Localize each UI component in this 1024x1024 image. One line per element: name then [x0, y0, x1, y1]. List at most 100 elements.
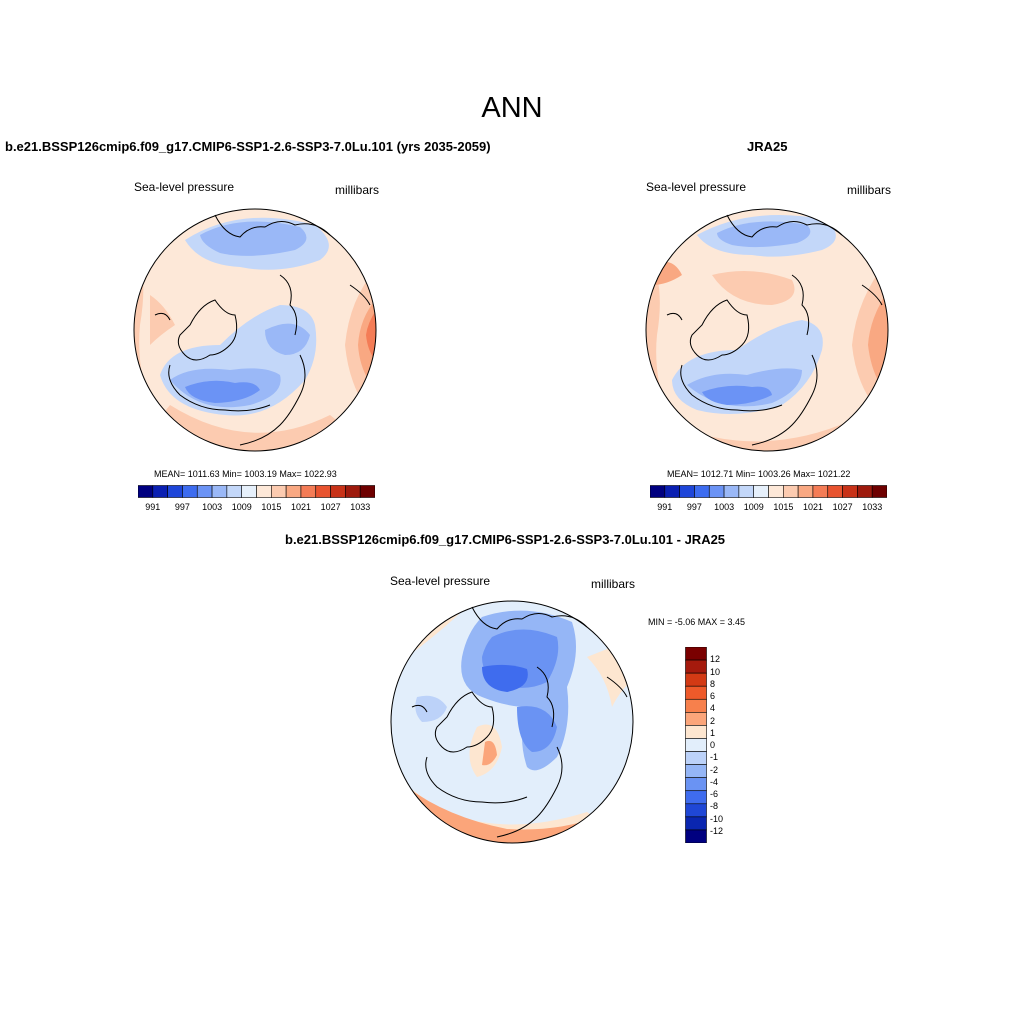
- colorbar-swatch: [211, 485, 228, 498]
- colorbar-tick-label: 6: [710, 691, 716, 701]
- colorbar-swatch: [685, 685, 707, 700]
- colorbar-swatch: [345, 485, 361, 498]
- colorbar-swatch: [679, 485, 695, 498]
- panel-3-units-label: millibars: [591, 577, 636, 591]
- panel-2-units-label: millibars: [847, 183, 892, 197]
- colorbar-tick-label: -12: [710, 825, 724, 836]
- panel-3-colorbar-ticks: 12 10 8 6 4 2 1 0 -1 -2 -4 -6 -8 -10 -12: [710, 647, 740, 843]
- colorbar-tick-label: 4: [710, 703, 716, 714]
- colorbar-tick-label: 2: [710, 715, 716, 726]
- colorbar-swatch: [685, 725, 707, 739]
- panel-2-variable-label: Sea-level pressure: [646, 180, 747, 194]
- colorbar-swatch: [138, 485, 154, 498]
- colorbar-tick-label: 1009: [743, 502, 764, 512]
- panel-1-polar-map: [133, 208, 377, 452]
- colorbar-tick-label: 1003: [714, 502, 735, 512]
- colorbar-swatch: [871, 485, 887, 498]
- colorbar-swatch: [685, 790, 707, 805]
- colorbar-swatch: [650, 485, 666, 498]
- colorbar-swatch: [685, 764, 707, 778]
- colorbar-swatch: [708, 485, 725, 498]
- colorbar-tick-label: 1033: [350, 502, 371, 512]
- panel-1-colorbar: [138, 485, 375, 498]
- colorbar-swatch: [330, 485, 346, 498]
- colorbar-tick-label: 1009: [231, 502, 252, 512]
- colorbar-swatch: [685, 672, 707, 687]
- colorbar-swatch: [738, 485, 754, 498]
- colorbar-swatch: [182, 485, 198, 498]
- colorbar-tick-label: 1027: [832, 502, 853, 512]
- colorbar-swatch: [685, 751, 707, 765]
- colorbar-tick-label: 1027: [320, 502, 341, 512]
- colorbar-swatch: [685, 712, 707, 726]
- colorbar-swatch: [226, 485, 242, 498]
- colorbar-tick-label: 997: [174, 502, 190, 512]
- colorbar-tick-label: -8: [710, 801, 719, 812]
- colorbar-tick-label: 12: [710, 654, 721, 665]
- panel-2-colorbar: [650, 485, 887, 498]
- panel-3-colorbar: [685, 647, 707, 843]
- panel-3-polar-map: [390, 600, 634, 844]
- colorbar-swatch: [842, 485, 858, 498]
- colorbar-swatch: [797, 485, 814, 498]
- colorbar-swatch: [685, 659, 707, 674]
- colorbar-tick-label: 1015: [261, 502, 282, 512]
- colorbar-tick-label: 997: [686, 502, 702, 512]
- panel-1-title: b.e21.BSSP126cmip6.f09_g17.CMIP6-SSP1-2.…: [5, 139, 491, 154]
- panel-1-stats: MEAN= 1011.63 Min= 1003.19 Max= 1022.93: [154, 469, 337, 479]
- panel-1-units-label: millibars: [335, 183, 380, 197]
- colorbar-swatch: [685, 777, 707, 792]
- colorbar-tick-label: -10: [710, 813, 724, 824]
- panel-2-stats: MEAN= 1012.71 Min= 1003.26 Max= 1021.22: [667, 469, 851, 479]
- panel-1-colorbar-ticks: 991 997 1003 1009 1015 1021 1027 1033: [138, 502, 375, 514]
- colorbar-swatch: [241, 485, 257, 498]
- colorbar-swatch: [285, 485, 302, 498]
- colorbar-swatch: [300, 485, 317, 498]
- panel-3-title: b.e21.BSSP126cmip6.f09_g17.CMIP6-SSP1-2.…: [285, 532, 726, 547]
- colorbar-swatch: [685, 647, 707, 661]
- colorbar-swatch: [685, 829, 707, 843]
- colorbar-swatch: [256, 485, 272, 498]
- panel-3-stats: MIN = -5.06 MAX = 3.45: [648, 617, 746, 627]
- colorbar-swatch: [812, 485, 829, 498]
- colorbar-tick-label: 1021: [802, 502, 823, 512]
- colorbar-swatch: [827, 485, 843, 498]
- colorbar-swatch: [694, 485, 710, 498]
- colorbar-tick-label: 0: [710, 740, 716, 750]
- panel-2-title: JRA25: [747, 139, 788, 154]
- colorbar-tick-label: -1: [710, 752, 719, 763]
- colorbar-tick-label: 991: [145, 502, 161, 512]
- colorbar-swatch: [685, 698, 707, 713]
- colorbar-tick-label: 10: [710, 666, 721, 677]
- colorbar-swatch: [152, 485, 168, 498]
- colorbar-swatch: [783, 485, 799, 498]
- colorbar-tick-label: -6: [710, 789, 719, 799]
- colorbar-swatch: [723, 485, 740, 498]
- panel-3-variable-label: Sea-level pressure: [390, 574, 491, 588]
- colorbar-swatch: [315, 485, 331, 498]
- colorbar-swatch: [685, 816, 707, 831]
- colorbar-tick-label: -4: [710, 776, 719, 787]
- panel-2-polar-map: [645, 208, 889, 452]
- colorbar-swatch: [753, 485, 769, 498]
- colorbar-tick-label: 8: [710, 678, 716, 689]
- colorbar-tick-label: 1033: [862, 502, 883, 512]
- colorbar-tick-label: 1015: [773, 502, 794, 512]
- colorbar-tick-label: 1: [710, 727, 716, 738]
- colorbar-tick-label: 1003: [202, 502, 223, 512]
- panel-1-variable-label: Sea-level pressure: [134, 180, 235, 194]
- colorbar-swatch: [167, 485, 183, 498]
- colorbar-swatch: [685, 738, 707, 752]
- colorbar-swatch: [359, 485, 375, 498]
- colorbar-swatch: [196, 485, 213, 498]
- figure-title: ANN: [481, 92, 543, 124]
- colorbar-tick-label: 1021: [290, 502, 311, 512]
- panel-2-colorbar-ticks: 991 997 1003 1009 1015 1021 1027 1033: [650, 502, 887, 514]
- colorbar-swatch: [768, 485, 784, 498]
- colorbar-swatch: [271, 485, 287, 498]
- colorbar-swatch: [857, 485, 873, 498]
- colorbar-swatch: [685, 803, 707, 818]
- colorbar-swatch: [664, 485, 680, 498]
- colorbar-tick-label: -2: [710, 764, 719, 775]
- colorbar-tick-label: 991: [657, 502, 673, 512]
